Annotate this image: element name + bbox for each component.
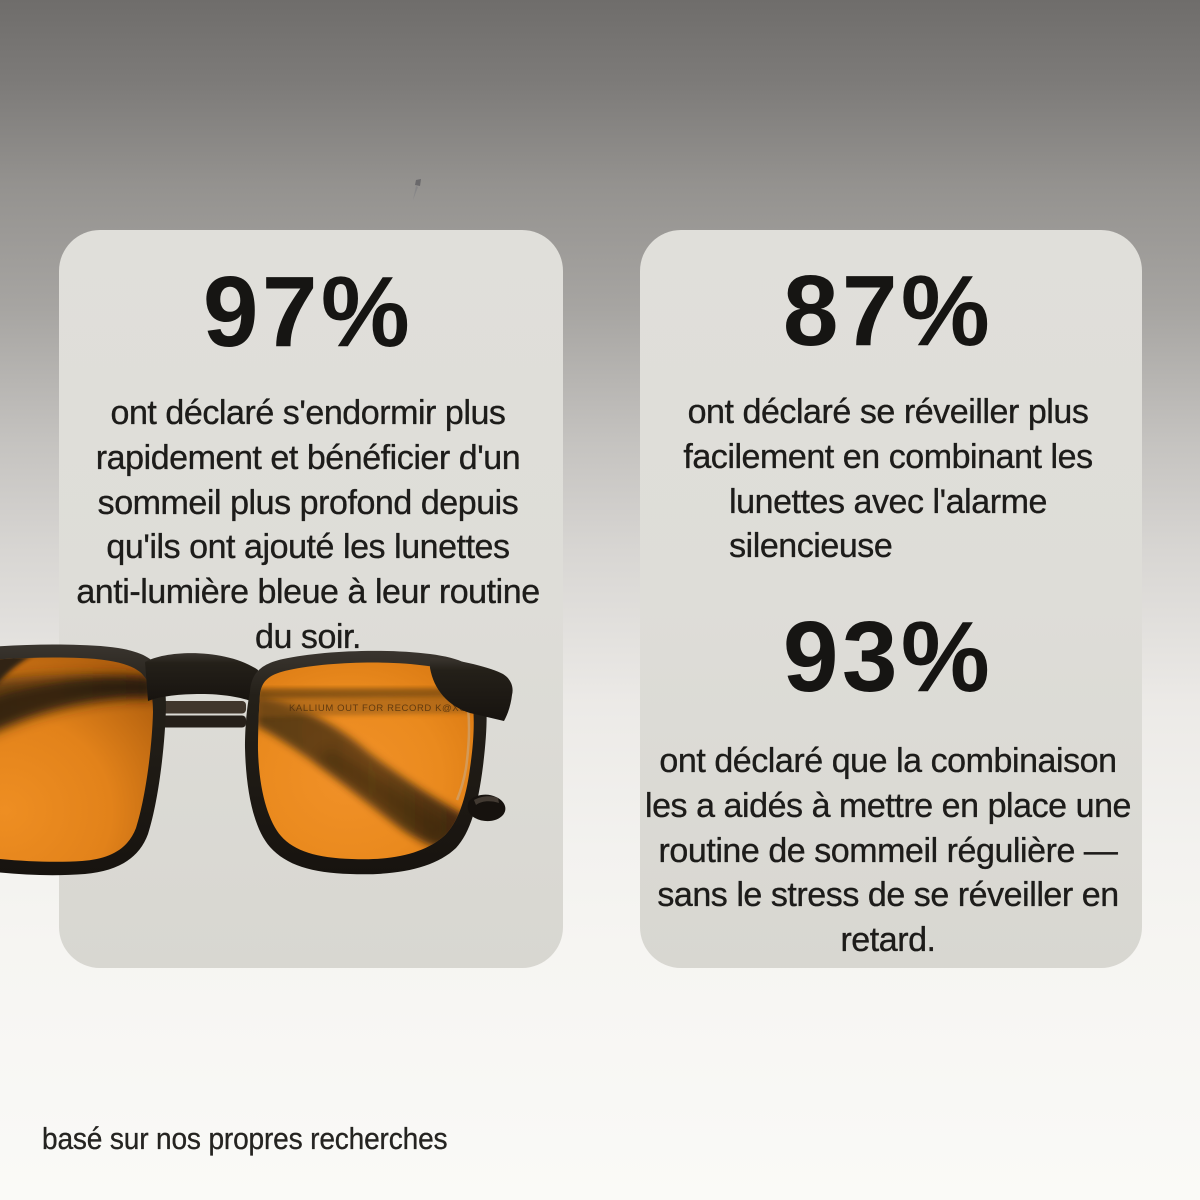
svg-text:KALLIUM OUT FOR RECORD K@XC: KALLIUM OUT FOR RECORD K@XC bbox=[289, 703, 467, 714]
